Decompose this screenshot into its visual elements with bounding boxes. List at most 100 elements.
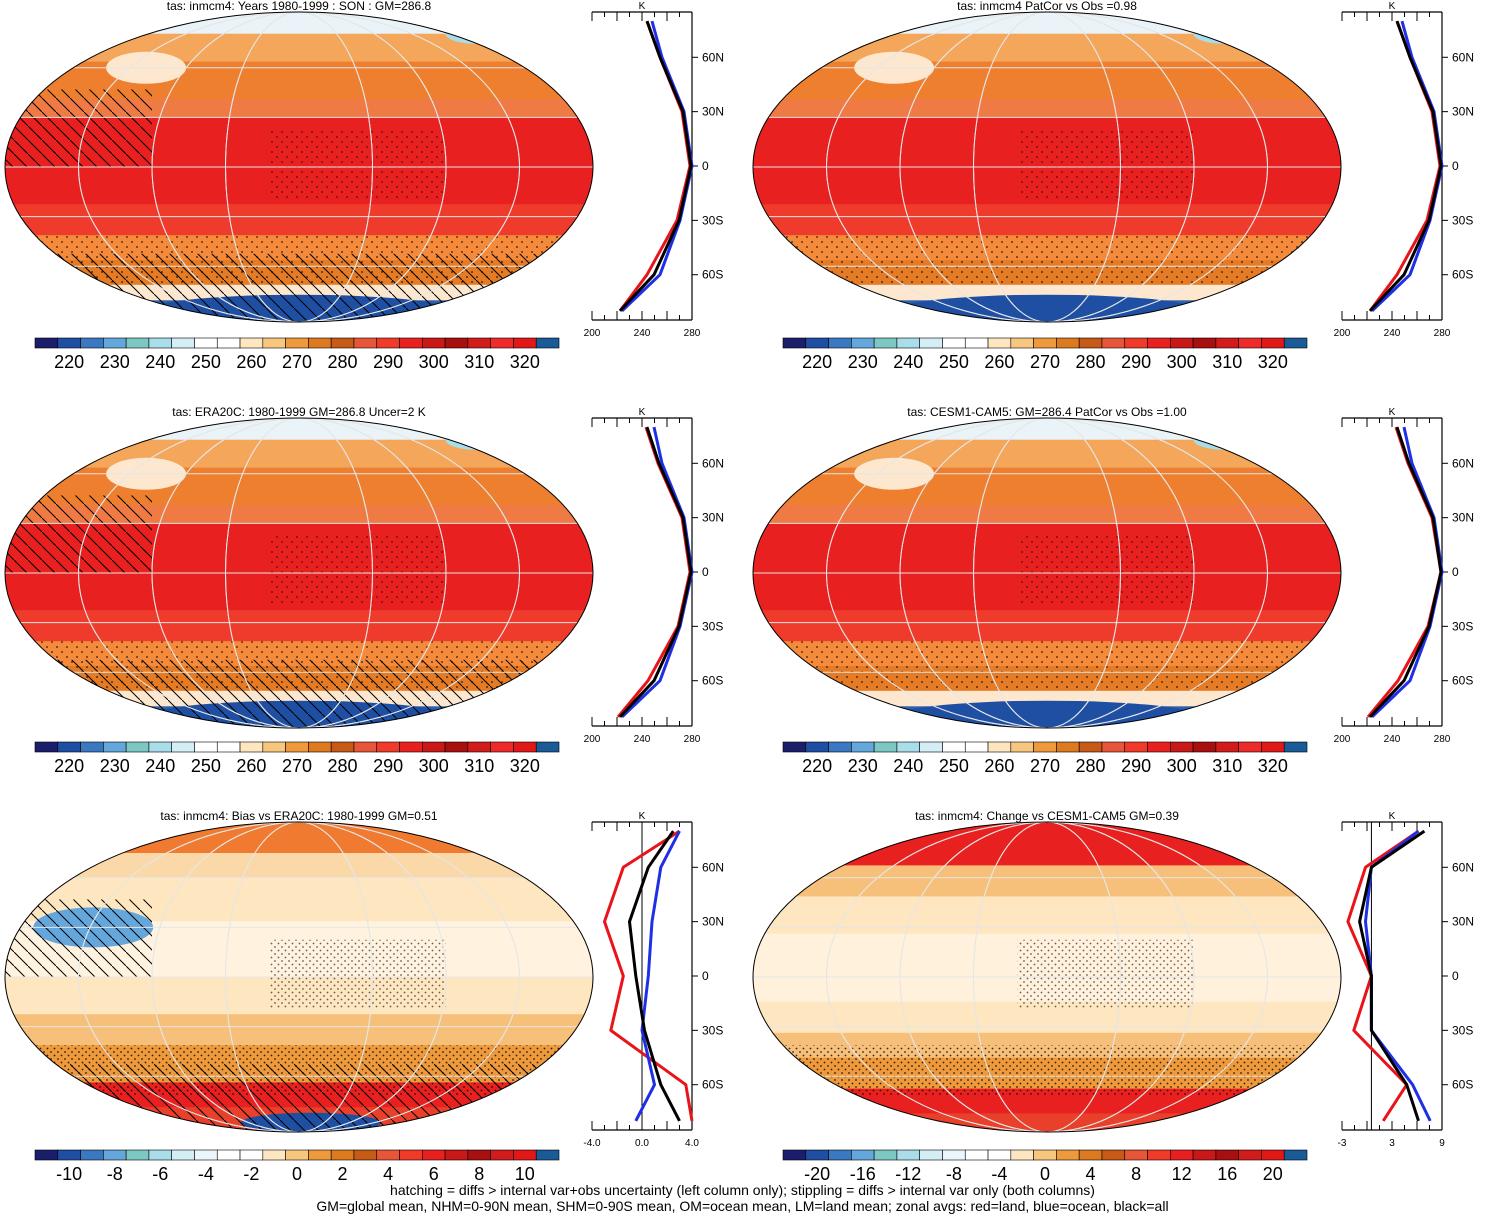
graticule-lon xyxy=(973,12,1121,322)
zonal-ytick-label: 30S xyxy=(1452,1023,1473,1037)
graticule-lon xyxy=(151,418,447,728)
colorbar-cell xyxy=(285,337,309,349)
zonal-p1: K 60N 30N 0 30S 60S 200 240 280 xyxy=(584,1,724,339)
map-band xyxy=(5,12,593,35)
colorbar-cell xyxy=(103,337,127,349)
footer-line-2: GM=global mean, NHM=0-90N mean, SHM=0-90… xyxy=(316,1198,1169,1214)
colorbar-tick-label: 280 xyxy=(1076,756,1106,776)
colorbar-cell xyxy=(1101,1149,1126,1161)
zonal-ytick-label: 60S xyxy=(702,268,723,282)
colorbar-tick-label: 320 xyxy=(1258,352,1288,372)
graticule-lon xyxy=(78,418,520,728)
colorbar-cell xyxy=(1101,337,1126,349)
hatching xyxy=(5,1063,593,1132)
colorbar-tick-label: 0 xyxy=(1040,1164,1050,1184)
colorbar-tick-label: 4 xyxy=(383,1164,393,1184)
map-fill xyxy=(753,12,1341,322)
colorbar-cell xyxy=(513,741,537,753)
zonal-line-all xyxy=(618,426,693,718)
colorbar-cell xyxy=(422,741,446,753)
zonal-ytick-label: 60N xyxy=(1452,456,1474,470)
zonal-xtick-label: 240 xyxy=(1384,328,1401,339)
colorbar-cell xyxy=(964,1149,989,1161)
colorbar-cell xyxy=(1033,337,1057,349)
zonal-line-all xyxy=(1358,829,1426,1122)
colorbar-cell xyxy=(1101,741,1126,753)
stipple xyxy=(269,939,446,1008)
zonal-line-all xyxy=(1368,426,1443,718)
colorbar-cell xyxy=(1283,337,1308,349)
graticule-lon xyxy=(973,418,1121,728)
colorbar-cell xyxy=(467,1149,491,1161)
colorbar-tick-label: 260 xyxy=(984,352,1014,372)
zonal-line-land xyxy=(1366,426,1443,718)
colorbar-cell xyxy=(239,741,264,753)
colorbar-tick-label: 280 xyxy=(328,352,358,372)
colorbar-cell xyxy=(987,337,1012,349)
colorbar-cell xyxy=(57,1149,81,1161)
map-p2: tas: inmcm4 PatCor vs Obs =0.98 xyxy=(752,0,1342,323)
colorbar-cell xyxy=(467,337,491,349)
colorbar-cell xyxy=(1124,337,1148,349)
colorbar-cell xyxy=(125,1149,150,1161)
zonal-xtick-label: 200 xyxy=(584,328,601,339)
colorbar-cell xyxy=(535,1149,560,1161)
zonal-xtick-label: 4.0 xyxy=(685,1138,699,1149)
colorbar-cell xyxy=(513,337,537,349)
map-title: tas: ERA20C: 1980-1999 GM=286.8 Uncer=2 … xyxy=(172,405,425,419)
graticule-lon xyxy=(78,12,520,322)
zonal-ytick-label: 60N xyxy=(702,456,724,470)
stipple xyxy=(1017,535,1194,604)
map-band xyxy=(753,98,1341,119)
colorbar-tick-label: 220 xyxy=(802,756,832,776)
colorbar-tick-label: 270 xyxy=(282,352,312,372)
colorbar-cell xyxy=(467,741,491,753)
colorbar-cell xyxy=(399,741,423,753)
graticule-lon xyxy=(973,822,1121,1132)
colorbar-cell xyxy=(1238,337,1262,349)
colorbar-cell xyxy=(1215,337,1239,349)
colorbar-cell xyxy=(873,1149,898,1161)
colorbar-tick-label: -16 xyxy=(850,1164,876,1184)
colorbar-cell xyxy=(919,741,943,753)
stipple xyxy=(269,535,446,604)
colorbar-cell xyxy=(1010,1149,1034,1161)
hatching xyxy=(5,899,152,977)
colorbar-cell xyxy=(194,741,218,753)
map-band xyxy=(753,439,1341,469)
colorbar-cell xyxy=(919,337,943,349)
colorbar-tick-label: 0 xyxy=(292,1164,302,1184)
zonal-xtick-label: 240 xyxy=(634,734,651,745)
colorbar-tick-label: -6 xyxy=(152,1164,168,1184)
zonal-ytick-label: 60S xyxy=(702,674,723,688)
zonal-xtick-label: 9 xyxy=(1439,1138,1445,1149)
zonal-xtick-label: 200 xyxy=(1334,734,1351,745)
colorbar-cell xyxy=(851,741,875,753)
colorbar-cell xyxy=(1147,741,1171,753)
colorbar-cell xyxy=(1033,1149,1057,1161)
map-band xyxy=(5,822,593,854)
colorbar-cell xyxy=(782,741,807,753)
graticule-lon xyxy=(225,12,373,322)
zonal-line-all xyxy=(1368,20,1443,312)
colorbar-tick-label: 250 xyxy=(939,756,969,776)
map-fill xyxy=(5,12,593,322)
colorbar-tick-label: 260 xyxy=(236,352,266,372)
colorbar-cell xyxy=(1261,1149,1285,1161)
colorbar-cell xyxy=(1078,337,1103,349)
colorbar-cell xyxy=(444,741,469,753)
zonal-p2: K 60N 30N 0 30S 60S 200 240 280 xyxy=(1334,1,1474,339)
stipple xyxy=(753,641,1341,691)
map-outline xyxy=(752,417,1342,729)
colorbar-tick-label: -4 xyxy=(991,1164,1007,1184)
colorbar-tick-label: 220 xyxy=(54,756,84,776)
colorbar-cell xyxy=(1238,741,1262,753)
colorbar-cell xyxy=(80,741,104,753)
colorbar-tick-label: 220 xyxy=(802,352,832,372)
zonal-line-all xyxy=(628,830,681,1122)
colorbar-tick-label: -12 xyxy=(895,1164,921,1184)
zonal-ytick-label: 0 xyxy=(1452,159,1459,173)
zonal-unit: K xyxy=(639,1,646,12)
zonal-xtick-label: 280 xyxy=(1434,734,1451,745)
colorbar-cell xyxy=(57,741,81,753)
